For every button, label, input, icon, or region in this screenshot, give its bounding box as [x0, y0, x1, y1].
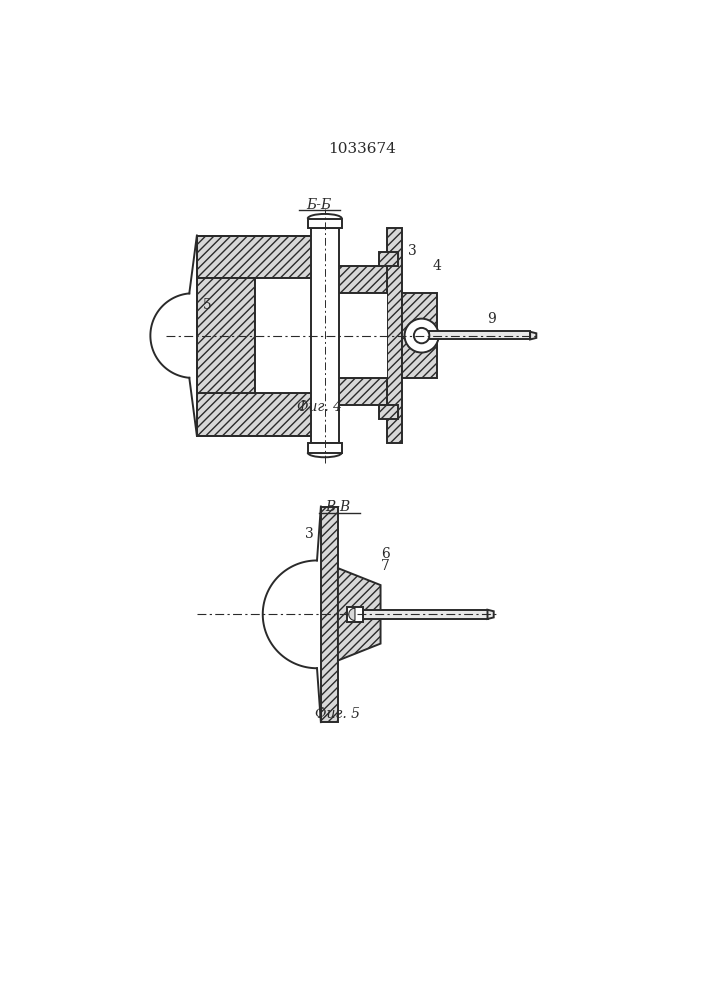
- Text: 4: 4: [433, 259, 442, 273]
- Bar: [308, 443, 341, 453]
- Text: Б-Б: Б-Б: [307, 198, 332, 212]
- Bar: [311, 228, 339, 443]
- Text: Фиг. 5: Фиг. 5: [315, 707, 361, 721]
- Circle shape: [404, 319, 438, 353]
- Text: 1033674: 1033674: [328, 142, 396, 156]
- Polygon shape: [402, 293, 437, 378]
- Polygon shape: [197, 235, 313, 278]
- Bar: [255, 278, 313, 393]
- Polygon shape: [387, 228, 402, 443]
- Text: 9: 9: [487, 312, 496, 326]
- Text: 3: 3: [305, 527, 314, 541]
- Bar: [363, 610, 488, 619]
- Text: В-В: В-В: [325, 500, 351, 514]
- Polygon shape: [321, 507, 338, 722]
- Polygon shape: [313, 266, 387, 293]
- Circle shape: [414, 328, 429, 343]
- Bar: [347, 607, 363, 622]
- Polygon shape: [530, 332, 537, 339]
- Polygon shape: [349, 608, 355, 620]
- Polygon shape: [488, 610, 493, 619]
- Bar: [313, 293, 387, 378]
- Bar: [429, 331, 530, 339]
- Polygon shape: [338, 568, 380, 661]
- Polygon shape: [404, 319, 421, 353]
- Polygon shape: [197, 393, 313, 436]
- Bar: [308, 219, 341, 228]
- Polygon shape: [379, 405, 398, 419]
- Text: 7: 7: [381, 559, 390, 573]
- Text: 6: 6: [381, 547, 390, 561]
- Polygon shape: [313, 378, 387, 405]
- Text: Фиг. 4: Фиг. 4: [297, 400, 341, 414]
- Polygon shape: [379, 252, 398, 266]
- Text: 5: 5: [203, 298, 211, 312]
- Polygon shape: [197, 278, 255, 393]
- Text: 3: 3: [408, 244, 416, 258]
